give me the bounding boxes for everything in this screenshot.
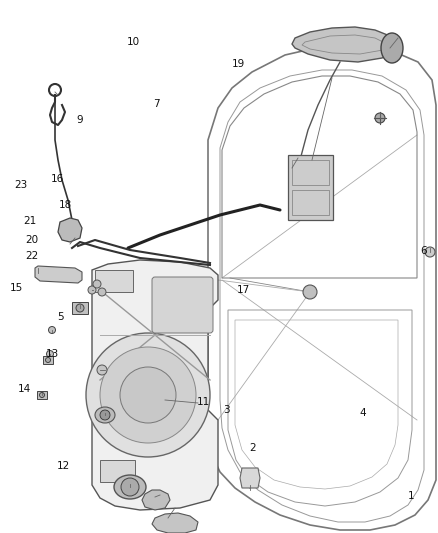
Circle shape — [425, 247, 435, 257]
Circle shape — [93, 280, 101, 288]
Text: 17: 17 — [237, 286, 250, 295]
Circle shape — [100, 347, 196, 443]
Text: 4: 4 — [359, 408, 366, 418]
Bar — [72, 302, 88, 314]
Text: 21: 21 — [23, 216, 36, 226]
Bar — [100, 460, 135, 482]
Bar — [288, 155, 333, 220]
Polygon shape — [292, 27, 400, 62]
Bar — [292, 190, 329, 215]
Text: 3: 3 — [223, 406, 230, 415]
FancyBboxPatch shape — [152, 277, 213, 333]
Text: 1: 1 — [407, 491, 414, 500]
Circle shape — [98, 288, 106, 296]
Bar — [95, 270, 133, 292]
Bar — [37, 391, 47, 399]
Circle shape — [120, 367, 176, 423]
Text: 14: 14 — [18, 384, 31, 394]
Polygon shape — [142, 490, 170, 510]
Text: 13: 13 — [46, 350, 59, 359]
Bar — [292, 160, 329, 185]
Text: 7: 7 — [153, 99, 160, 109]
Text: 23: 23 — [14, 181, 27, 190]
Circle shape — [88, 286, 96, 294]
Ellipse shape — [95, 407, 115, 423]
Bar — [43, 356, 53, 364]
Text: 11: 11 — [197, 398, 210, 407]
Text: 5: 5 — [57, 312, 64, 322]
Circle shape — [46, 358, 50, 362]
Circle shape — [46, 351, 53, 358]
Text: 22: 22 — [25, 251, 39, 261]
Ellipse shape — [114, 475, 146, 499]
Text: 15: 15 — [10, 283, 23, 293]
Text: 6: 6 — [420, 246, 427, 255]
Polygon shape — [35, 266, 82, 283]
Polygon shape — [152, 513, 198, 533]
Circle shape — [303, 285, 317, 299]
Text: 18: 18 — [59, 200, 72, 210]
Text: 9: 9 — [77, 115, 83, 125]
Polygon shape — [58, 218, 82, 242]
Circle shape — [49, 327, 56, 334]
Circle shape — [39, 392, 45, 398]
Ellipse shape — [381, 33, 403, 63]
Text: 19: 19 — [232, 59, 245, 69]
Text: 10: 10 — [127, 37, 140, 46]
Circle shape — [76, 304, 84, 312]
Circle shape — [97, 365, 107, 375]
Polygon shape — [240, 468, 260, 488]
Text: 20: 20 — [25, 235, 39, 245]
Text: 16: 16 — [50, 174, 64, 183]
Polygon shape — [92, 260, 218, 510]
Circle shape — [86, 333, 210, 457]
Circle shape — [121, 478, 139, 496]
Text: 12: 12 — [57, 462, 70, 471]
Text: 2: 2 — [250, 443, 256, 453]
Circle shape — [100, 410, 110, 420]
Circle shape — [375, 113, 385, 123]
